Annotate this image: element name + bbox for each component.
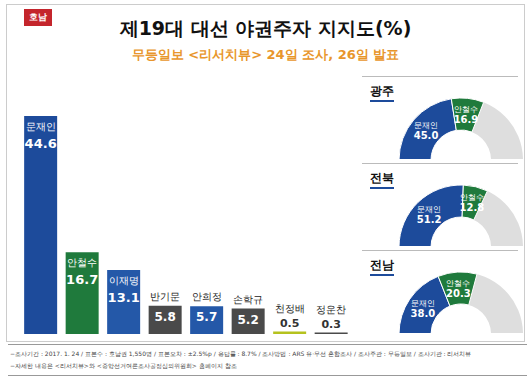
svg-text:안철수12.8: 안철수12.8 [460,193,485,213]
svg-text:손학규: 손학규 [233,294,263,305]
svg-text:0.5: 0.5 [280,317,300,330]
svg-text:이재명: 이재명 [109,275,139,286]
svg-text:5.8: 5.8 [155,310,176,324]
svg-text:안철수20.3: 안철수20.3 [446,279,471,299]
html-text:−조사기간 : 2017. 1. 24 / 표본수 : 호남: −조사기간 : 2017. 1. 24 / 표본수 : 호남권 1,550명 /… [10,350,472,357]
svg-text:정운찬: 정운찬 [316,304,346,315]
svg-text:44.6: 44.6 [25,136,57,151]
svg-text:5.2: 5.2 [238,313,259,327]
svg-text:문재인38.0: 문재인38.0 [411,299,436,319]
html-text:광주: 광주 [370,84,394,98]
html-text:전북: 전북 [370,171,394,185]
svg-text:안희정: 안희정 [192,291,222,302]
svg-text:반기문: 반기문 [150,291,180,302]
html-text:호남: 호남 [29,12,47,22]
svg-text:문재인45.0: 문재인45.0 [414,121,439,141]
html-text:제19대 대선 야권주자 지지도(%): 제19대 대선 야권주자 지지도(%) [119,17,412,39]
svg-text:13.1: 13.1 [108,290,140,305]
svg-text:안철수16.9: 안철수16.9 [454,105,479,125]
svg-text:16.7: 16.7 [66,272,98,287]
html-text:전남: 전남 [370,258,394,272]
svg-text:5.7: 5.7 [196,310,217,324]
svg-text:문재인51.2: 문재인51.2 [417,205,442,225]
svg-text:문재인: 문재인 [26,121,56,132]
svg-text:0.3: 0.3 [321,318,341,331]
svg-text:안철수: 안철수 [67,257,97,268]
svg-text:천정배: 천정배 [275,303,305,314]
html-text:무등일보 <리서치뷰> 24일 조사, 26일 발표: 무등일보 <리서치뷰> 24일 조사, 26일 발표 [131,47,400,62]
html-text:−자세한 내용은 <리서치뷰>와 <중앙선거여론조사공정심의: −자세한 내용은 <리서치뷰>와 <중앙선거여론조사공정심의위원회> 홈페이지 … [10,362,237,369]
